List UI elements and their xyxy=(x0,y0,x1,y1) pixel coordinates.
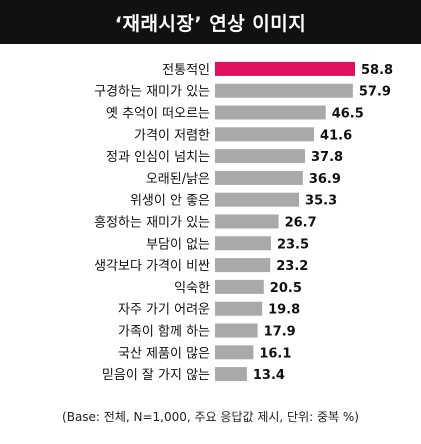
category-label: 믿음이 잘 가지 않는 xyxy=(102,368,210,383)
category-label: 가족이 함께 하는 xyxy=(118,325,210,340)
category-label: 옛 추억이 떠오르는 xyxy=(106,107,210,122)
category-label: 정과 인심이 넘치는 xyxy=(106,150,210,165)
category-label: 생각보다 가격이 비싼 xyxy=(94,259,210,274)
value-label: 26.7 xyxy=(285,216,317,231)
category-label: 자주 가기 어려운 xyxy=(118,303,210,318)
bar xyxy=(215,83,353,98)
bar xyxy=(215,127,315,142)
category-label: 오래된/낡은 xyxy=(146,172,210,187)
category-label: 전통적인 xyxy=(162,63,210,78)
category-label: 익숙한 xyxy=(174,281,210,296)
category-label: 흥정하는 재미가 있는 xyxy=(94,216,210,231)
bar xyxy=(215,279,264,294)
value-label: 57.9 xyxy=(359,85,391,100)
bar xyxy=(215,258,271,273)
category-label: 국산 제품이 많은 xyxy=(118,346,210,361)
bar xyxy=(215,192,300,207)
value-label: 20.5 xyxy=(270,281,302,296)
value-label: 41.6 xyxy=(320,128,352,143)
footnote: (Base: 전체, N=1,000, 주요 응답값 제시, 단위: 중복 %) xyxy=(62,410,359,424)
value-label: 35.3 xyxy=(305,194,337,209)
value-label: 23.5 xyxy=(277,237,309,252)
bar xyxy=(215,214,279,229)
bar xyxy=(215,301,263,316)
bar xyxy=(215,236,271,251)
value-label: 23.2 xyxy=(276,259,308,274)
bar xyxy=(215,170,303,185)
value-label: 46.5 xyxy=(332,107,364,122)
value-label: 36.9 xyxy=(309,172,341,187)
bar xyxy=(215,61,355,76)
value-label: 16.1 xyxy=(259,346,291,361)
bar xyxy=(215,323,258,338)
category-label: 가격이 저렴한 xyxy=(134,128,210,143)
bar xyxy=(215,105,326,120)
value-label: 37.8 xyxy=(311,150,343,165)
category-label: 구경하는 재미가 있는 xyxy=(94,85,210,100)
value-label: 19.8 xyxy=(268,303,300,318)
value-label: 13.4 xyxy=(253,368,285,383)
chart-title: ‘재래시장’ 연상 이미지 xyxy=(0,0,421,44)
category-label: 위생이 안 좋은 xyxy=(130,194,210,209)
bar xyxy=(215,367,247,382)
value-label: 17.9 xyxy=(264,325,296,340)
bar-chart-svg: 전통적인 58.8 구경하는 재미가 있는 57.9 옛 추억이 떠오르는 46.5 가격이… xyxy=(94,61,393,383)
bar-chart: 전통적인 58.8 구경하는 재미가 있는 57.9 옛 추억이 떠오르는 46.5 가격이… xyxy=(0,54,421,394)
category-label: 부담이 없는 xyxy=(146,237,210,252)
value-label: 58.8 xyxy=(361,63,393,78)
bar xyxy=(215,149,305,164)
bar xyxy=(215,345,254,360)
